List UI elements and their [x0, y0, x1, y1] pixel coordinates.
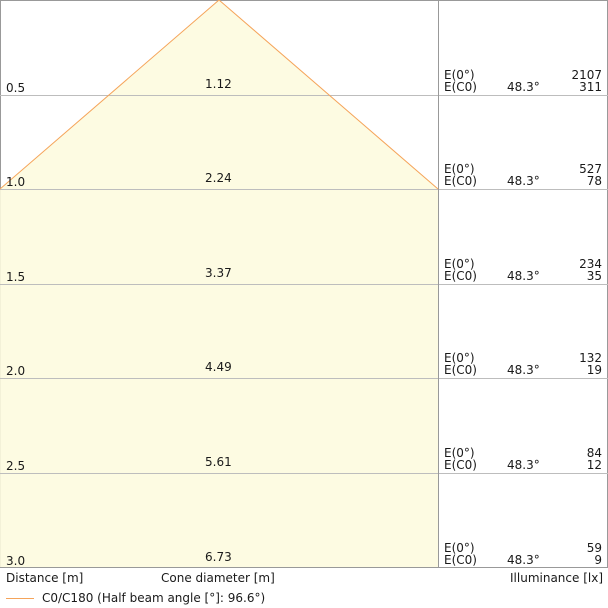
- light-cone-outline: [0, 0, 439, 190]
- e0-label: E(0°): [444, 446, 475, 460]
- ec0-value: 35: [586, 269, 602, 283]
- distance-label: 3.0: [6, 554, 26, 568]
- ec0-value: 9: [594, 553, 602, 567]
- e0-label: E(0°): [444, 162, 475, 176]
- e0-value: 234: [579, 257, 602, 271]
- ec0-value: 78: [586, 174, 602, 188]
- ec0-label: E(C0): [444, 553, 477, 567]
- y-axis-label: Illuminance [lx]: [510, 571, 603, 585]
- cone-diameter-label: 4.49: [205, 360, 232, 374]
- e0-value: 59: [586, 541, 602, 555]
- half-angle-label: 48.3°: [507, 458, 540, 472]
- e0-label: E(0°): [444, 351, 475, 365]
- e0-value: 2107: [571, 68, 602, 82]
- ec0-label: E(C0): [444, 174, 477, 188]
- half-angle-label: 48.3°: [507, 174, 540, 188]
- ec0-label: E(C0): [444, 80, 477, 94]
- half-angle-label: 48.3°: [507, 553, 540, 567]
- light-cone-area: [0, 0, 438, 567]
- center-axis-label: Cone diameter [m]: [161, 571, 275, 585]
- cone-diameter-label: 6.73: [205, 550, 232, 564]
- e0-value: 527: [579, 162, 602, 176]
- x-axis-label: Distance [m]: [6, 571, 84, 585]
- ec0-label: E(C0): [444, 269, 477, 283]
- distance-label: 1.5: [6, 270, 26, 284]
- e0-value: 132: [579, 351, 602, 365]
- cone-diameter-label: 3.37: [205, 266, 232, 280]
- half-angle-label: 48.3°: [507, 80, 540, 94]
- cone-diameter-label: 2.24: [205, 171, 232, 185]
- ec0-label: E(C0): [444, 363, 477, 377]
- cone-diameter-label: 1.12: [205, 77, 232, 91]
- legend-swatch: [6, 598, 34, 599]
- half-angle-label: 48.3°: [507, 363, 540, 377]
- ec0-value: 12: [586, 458, 602, 472]
- ec0-value: 311: [579, 80, 602, 94]
- ec0-value: 19: [586, 363, 602, 377]
- distance-label: 2.5: [6, 459, 26, 473]
- distance-label: 1.0: [6, 175, 26, 189]
- legend-label: C0/C180 (Half beam angle [°]: 96.6°): [42, 591, 266, 605]
- e0-label: E(0°): [444, 68, 475, 82]
- e0-label: E(0°): [444, 541, 475, 555]
- e0-value: 84: [586, 446, 602, 460]
- ec0-label: E(C0): [444, 458, 477, 472]
- e0-label: E(0°): [444, 257, 475, 271]
- cone-diameter-label: 5.61: [205, 455, 232, 469]
- distance-label: 0.5: [6, 81, 26, 95]
- half-angle-label: 48.3°: [507, 269, 540, 283]
- distance-label: 2.0: [6, 364, 26, 378]
